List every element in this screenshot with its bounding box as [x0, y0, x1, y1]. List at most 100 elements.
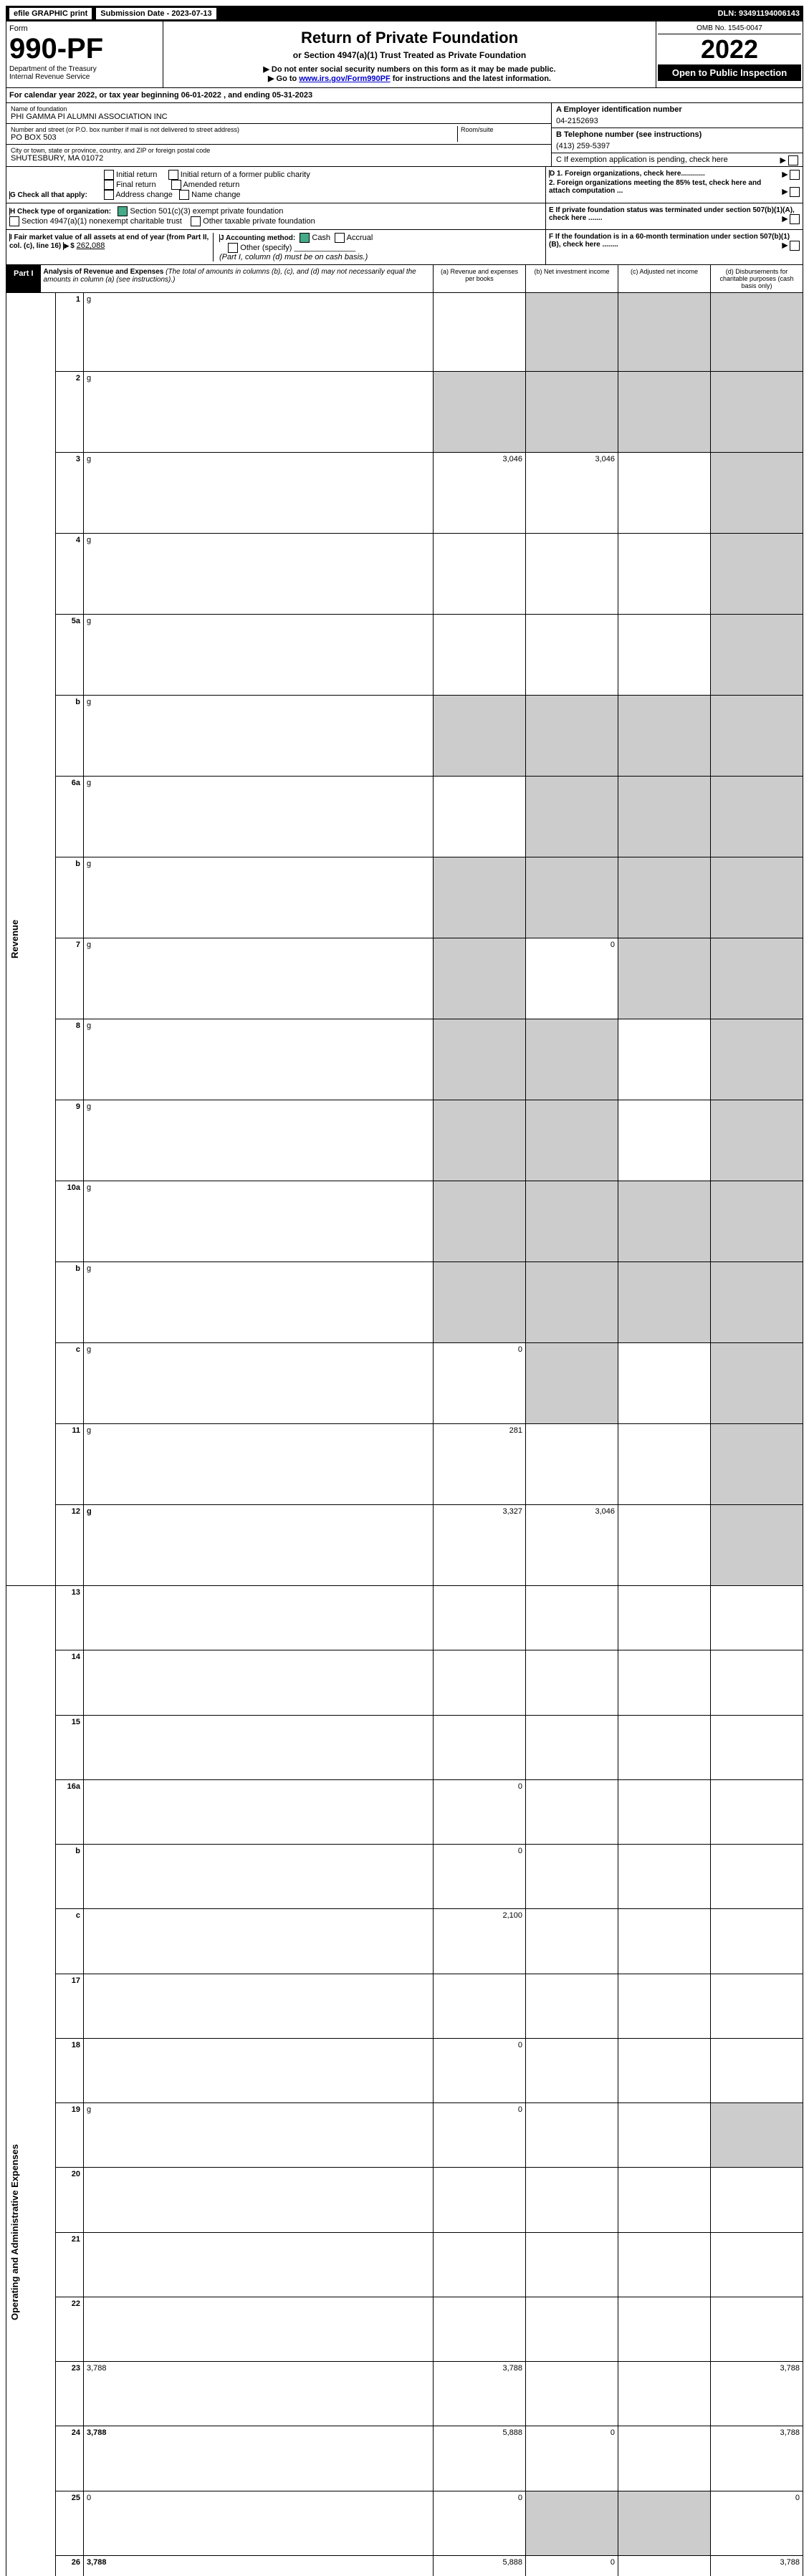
d1-checkbox[interactable] — [790, 170, 800, 180]
col-b-header: (b) Net investment income — [525, 265, 618, 292]
opt-final: Final return — [116, 181, 156, 189]
table-row: 7g0 — [6, 938, 803, 1019]
col-c-header: (c) Adjusted net income — [618, 265, 710, 292]
goto-line: ▶ Go to www.irs.gov/Form990PF for instru… — [168, 74, 651, 83]
e-checkbox[interactable] — [790, 214, 800, 224]
name-change-checkbox[interactable] — [179, 190, 189, 200]
initial-former-checkbox[interactable] — [168, 170, 178, 180]
top-bar: efile GRAPHIC print Submission Date - 20… — [6, 6, 803, 21]
j-accrual: Accrual — [347, 234, 373, 242]
table-row: 25000 — [6, 2491, 803, 2555]
table-row: 10ag — [6, 1181, 803, 1262]
irs-label: Internal Revenue Service — [9, 73, 160, 81]
ssn-warning: ▶ Do not enter social security numbers o… — [168, 64, 651, 74]
ein-label: A Employer identification number — [556, 105, 798, 114]
ein-value: 04-2152693 — [556, 114, 798, 125]
j-accrual-checkbox[interactable] — [335, 233, 345, 243]
h-opt2: Section 4947(a)(1) nonexempt charitable … — [21, 217, 182, 226]
f-label: F If the foundation is in a 60-month ter… — [549, 233, 790, 249]
j-other: Other (specify) — [240, 244, 292, 252]
identity-section: Name of foundation PHI GAMMA PI ALUMNI A… — [6, 103, 803, 167]
table-row: 14 — [6, 1650, 803, 1715]
table-row: 2g — [6, 372, 803, 453]
opt-former: Initial return of a former public charit… — [181, 170, 310, 179]
foundation-name: PHI GAMMA PI ALUMNI ASSOCIATION INC — [11, 112, 547, 121]
table-row: 12g3,3273,046 — [6, 1504, 803, 1585]
h-e-row: H Check type of organization: Section 50… — [6, 203, 803, 230]
c-checkbox[interactable] — [788, 155, 798, 165]
table-row: 9g — [6, 1100, 803, 1181]
tel-value: (413) 259-5397 — [556, 139, 798, 150]
table-row: 6ag — [6, 777, 803, 857]
g-d-row: G Check all that apply: Initial return I… — [6, 167, 803, 203]
j-label: J Accounting method: — [219, 234, 295, 242]
table-row: 22 — [6, 2297, 803, 2361]
table-row: Operating and Administrative Expenses13 — [6, 1586, 803, 1650]
opt-initial: Initial return — [116, 170, 157, 179]
opt-amended: Amended return — [183, 181, 239, 189]
table-row: 17 — [6, 1974, 803, 2038]
part1-title: Analysis of Revenue and Expenses — [44, 268, 164, 276]
opt-addr: Address change — [115, 191, 173, 199]
opt-name: Name change — [191, 191, 241, 199]
part1-tag: Part I — [6, 265, 41, 292]
g-label: G Check all that apply: — [9, 191, 87, 199]
city-state-zip: SHUTESBURY, MA 01072 — [11, 154, 547, 163]
table-row: cg0 — [6, 1342, 803, 1423]
room-label: Room/suite — [461, 126, 547, 133]
form-link[interactable]: www.irs.gov/Form990PF — [299, 75, 390, 83]
d2-label: 2. Foreign organizations meeting the 85%… — [549, 179, 761, 195]
open-public-badge: Open to Public Inspection — [658, 64, 801, 81]
table-row: 19g0 — [6, 2103, 803, 2168]
form-header: Form 990-PF Department of the Treasury I… — [6, 21, 803, 88]
c-label: C If exemption application is pending, c… — [556, 155, 728, 164]
form-number: 990-PF — [9, 33, 160, 65]
table-row: 15 — [6, 1715, 803, 1779]
initial-return-checkbox[interactable] — [104, 170, 114, 180]
omb-number: OMB No. 1545-0047 — [658, 23, 801, 34]
h-501c3-checkbox[interactable] — [118, 206, 128, 216]
i-value: 262,088 — [77, 241, 105, 250]
part1-header: Part I Analysis of Revenue and Expenses … — [6, 265, 803, 293]
i-label: I Fair market value of all assets at end… — [9, 234, 209, 250]
j-cash: Cash — [312, 234, 330, 242]
efile-badge[interactable]: efile GRAPHIC print — [9, 8, 92, 19]
dln-label: DLN: 93491194006143 — [718, 9, 800, 18]
final-return-checkbox[interactable] — [104, 180, 114, 190]
f-checkbox[interactable] — [790, 241, 800, 251]
h-other-checkbox[interactable] — [191, 216, 201, 226]
h-label: H Check type of organization: — [9, 208, 111, 216]
goto-prefix: ▶ Go to — [268, 75, 299, 83]
dept-label: Department of the Treasury — [9, 65, 160, 73]
col-d-header: (d) Disbursements for charitable purpose… — [710, 265, 803, 292]
table-row: 243,7885,88803,788 — [6, 2426, 803, 2491]
address-change-checkbox[interactable] — [104, 190, 114, 200]
table-row: Revenue1g — [6, 293, 803, 372]
h-4947-checkbox[interactable] — [9, 216, 19, 226]
table-row: 4g — [6, 534, 803, 615]
table-row: 16a0 — [6, 1779, 803, 1844]
address: PO BOX 503 — [11, 133, 457, 142]
table-row: 20 — [6, 2168, 803, 2232]
h-opt1: Section 501(c)(3) exempt private foundat… — [130, 207, 283, 216]
table-row: bg — [6, 1261, 803, 1342]
table-row: 263,7885,88803,788 — [6, 2555, 803, 2576]
table-row: 5ag — [6, 615, 803, 696]
calendar-year: For calendar year 2022, or tax year begi… — [6, 88, 803, 103]
amended-checkbox[interactable] — [171, 180, 181, 190]
name-label: Name of foundation — [11, 105, 547, 112]
table-row: bg — [6, 857, 803, 938]
j-cash-checkbox[interactable] — [300, 233, 310, 243]
d2-checkbox[interactable] — [790, 187, 800, 197]
form-label: Form — [9, 24, 160, 33]
table-row: 3g3,0463,046 — [6, 453, 803, 534]
col-a-header: (a) Revenue and expenses per books — [433, 265, 525, 292]
table-row: bg — [6, 696, 803, 777]
table-row: b0 — [6, 1845, 803, 1909]
table-row: 180 — [6, 2038, 803, 2102]
table-row: c2,100 — [6, 1909, 803, 1974]
i-j-f-row: I Fair market value of all assets at end… — [6, 230, 803, 265]
h-opt3: Other taxable private foundation — [203, 217, 315, 226]
form-title: Return of Private Foundation — [168, 29, 651, 47]
j-other-checkbox[interactable] — [228, 243, 238, 253]
